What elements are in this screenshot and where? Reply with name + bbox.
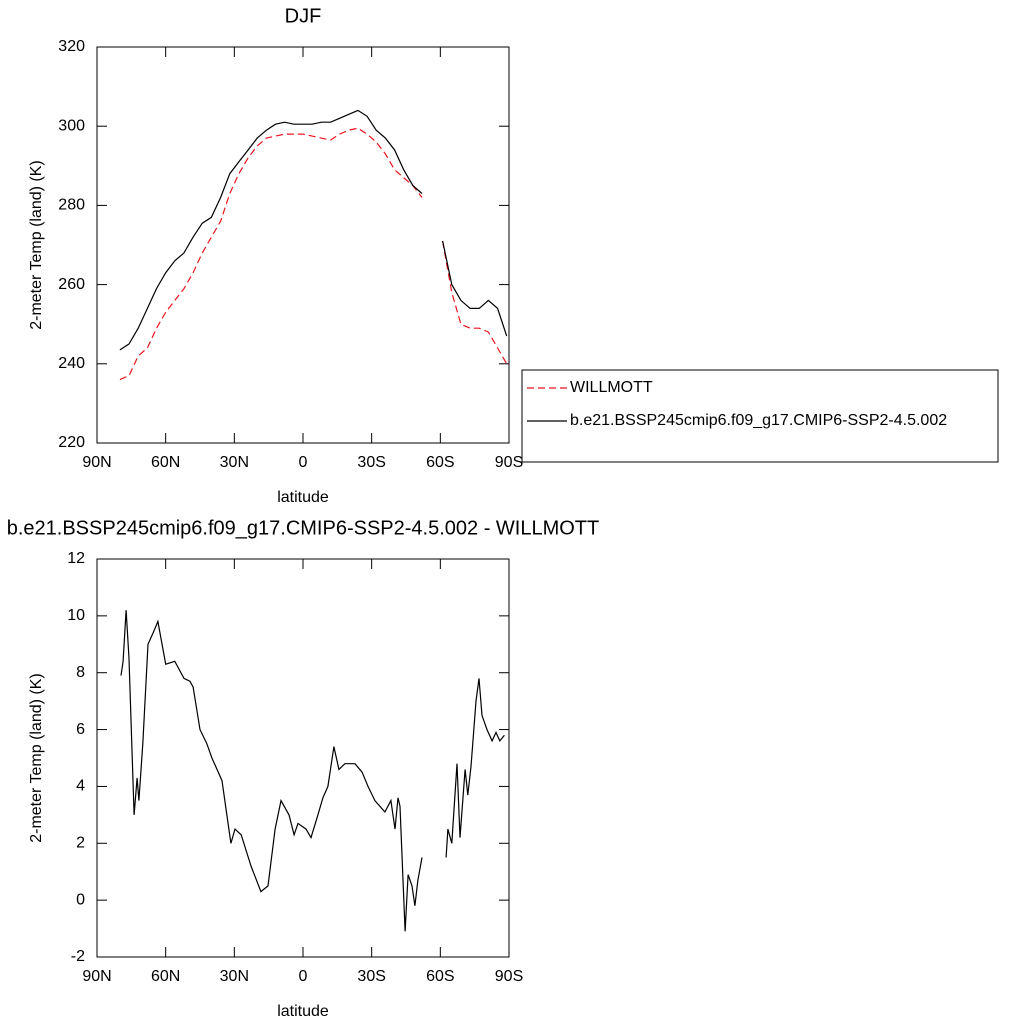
x-tick-label: 60N: [151, 968, 180, 985]
y-tick-label: 280: [58, 197, 85, 214]
x-axis-label: latitude: [277, 1003, 329, 1020]
y-tick-label: 320: [58, 38, 85, 55]
chart-panel: b.e21.BSSP245cmip6.f09_g17.CMIP6-SSP2-4.…: [7, 517, 600, 1020]
y-tick-label: 10: [67, 607, 85, 624]
y-tick-label: 8: [76, 664, 85, 681]
y-tick-label: 220: [58, 434, 85, 451]
chart-title: DJF: [285, 5, 322, 27]
x-tick-label: 90N: [82, 454, 111, 471]
x-tick-label: 0: [299, 454, 308, 471]
y-axis-label: 2-meter Temp (land) (K): [28, 673, 45, 843]
x-axis-label: latitude: [277, 489, 329, 506]
x-tick-label: 90S: [495, 454, 523, 471]
x-tick-label: 90S: [495, 968, 523, 985]
plot-frame: [96, 46, 510, 444]
legend: WILLMOTT b.e21.BSSP245cmip6.f09_g17.CMIP6…: [521, 369, 999, 463]
y-tick-label: 6: [76, 721, 85, 738]
chart-panel: DJF latitude 2-meter Temp (land) (K) 90N 60N…: [28, 5, 999, 506]
y-axis-label: 2-meter Temp (land) (K): [28, 160, 45, 330]
chart-title: b.e21.BSSP245cmip6.f09_g17.CMIP6-SSP2-4.…: [7, 517, 600, 539]
y-tick-label: 260: [58, 276, 85, 293]
y-tick-label: -2: [71, 948, 85, 965]
legend-label: WILLMOTT: [570, 379, 653, 396]
data-line: [119, 127, 508, 381]
y-tick-label: 300: [58, 117, 85, 134]
x-tick-label: 30S: [357, 454, 385, 471]
y-tick-label: 4: [76, 778, 85, 795]
x-tick-label: 30S: [357, 968, 385, 985]
data-line: [119, 109, 508, 351]
legend-box: [521, 369, 999, 463]
x-tick-label: 90N: [82, 968, 111, 985]
x-tick-label: 30N: [220, 968, 249, 985]
y-tick-label: 240: [58, 355, 85, 372]
y-tick-label: 12: [67, 550, 85, 567]
data-line: [120, 610, 505, 932]
x-tick-label: 30N: [220, 454, 249, 471]
plot-frame: [96, 558, 510, 958]
y-tick-label: 2: [76, 835, 85, 852]
x-tick-label: 0: [299, 968, 308, 985]
y-tick-label: 0: [76, 891, 85, 908]
x-tick-label: 60N: [151, 454, 180, 471]
legend-label: b.e21.BSSP245cmip6.f09_g17.CMIP6-SSP2-4.…: [570, 412, 947, 429]
x-tick-label: 60S: [426, 968, 454, 985]
x-tick-label: 60S: [426, 454, 454, 471]
